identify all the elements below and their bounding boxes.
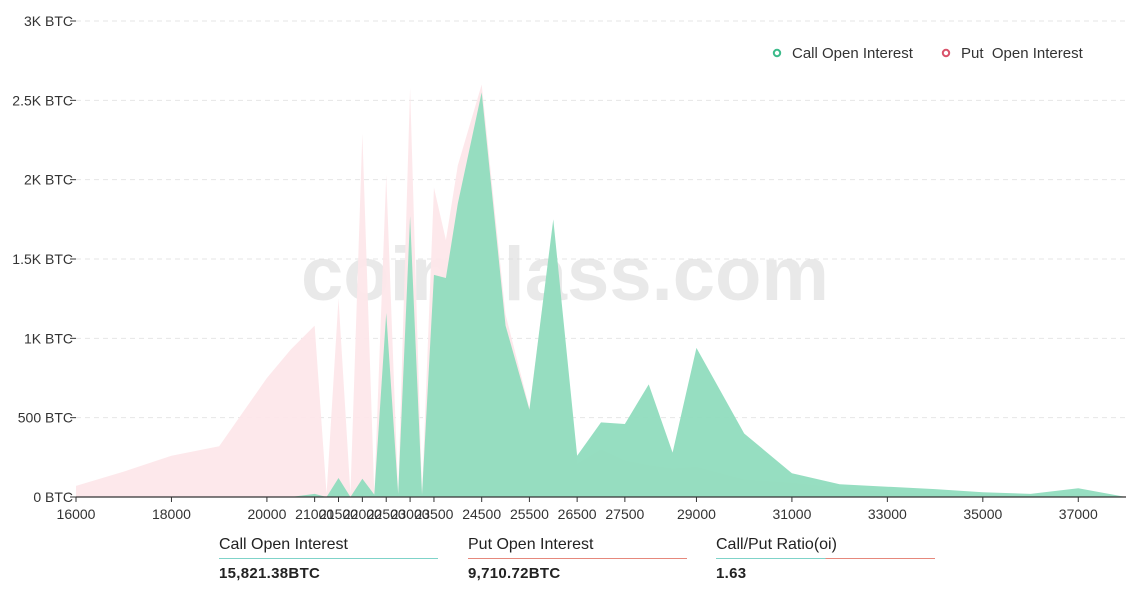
summary-ratio-value: 1.63 xyxy=(716,565,747,582)
watermark: coinglass.com xyxy=(301,232,829,317)
legend-put-dot-icon xyxy=(941,48,951,58)
x-tick-label: 29000 xyxy=(677,506,716,522)
summary-call-label: Call Open Interest xyxy=(219,536,348,553)
x-tick-label: 24500 xyxy=(462,506,501,522)
put-open-interest-area xyxy=(76,84,1126,497)
y-tick-label: 2K BTC xyxy=(24,172,73,188)
x-tick-label: 20000 xyxy=(247,506,286,522)
legend[interactable]: Call Open Interest Put Open Interest xyxy=(772,45,1084,62)
legend-put-label: Put Open Interest xyxy=(961,45,1084,62)
x-tick-label: 23500 xyxy=(414,506,453,522)
series-areas xyxy=(76,84,1126,498)
y-tick-label: 2.5K BTC xyxy=(12,92,73,108)
x-tick-label: 31000 xyxy=(772,506,811,522)
summary-put-underline xyxy=(468,558,687,559)
x-tick-label: 21500 xyxy=(319,506,358,522)
summary-put-open-interest: Put Open Interest 9,710.72BTC xyxy=(468,536,687,582)
x-tick-label: 18000 xyxy=(152,506,191,522)
x-tick-label: 21000 xyxy=(295,506,334,522)
x-axis-ticks: 16000 18000 20000 2100021500220002250023000… xyxy=(57,497,1098,522)
legend-call-dot-icon xyxy=(772,48,782,58)
x-tick-label: 35000 xyxy=(963,506,1002,522)
summary-put-label: Put Open Interest xyxy=(468,536,594,553)
y-tick-label: 1K BTC xyxy=(24,330,73,346)
legend-call-label: Call Open Interest xyxy=(792,45,914,62)
y-tick-label: 1.5K BTC xyxy=(12,251,73,267)
summary-ratio-underline xyxy=(716,558,935,559)
summary-call-value: 15,821.38BTC xyxy=(219,565,321,582)
summary-call-put-ratio: Call/Put Ratio(oi) 1.63 xyxy=(716,536,935,582)
x-tick-label: 26500 xyxy=(558,506,597,522)
open-interest-chart: coinglass.com 0 BTC 500 BTC 1K BTC 1.5K BTC… xyxy=(12,13,1126,522)
x-tick-label: 22000 xyxy=(343,506,382,522)
legend-item-call[interactable]: Call Open Interest xyxy=(772,45,914,62)
y-tick-label: 0 BTC xyxy=(33,489,73,505)
x-tick-label: 22500 xyxy=(367,506,406,522)
y-tick-label: 3K BTC xyxy=(24,13,73,29)
summary-call-underline xyxy=(219,558,438,559)
summary-put-value: 9,710.72BTC xyxy=(468,565,561,582)
grid-lines xyxy=(76,20,1126,419)
x-tick-label: 33000 xyxy=(868,506,907,522)
x-tick-label: 27500 xyxy=(605,506,644,522)
x-tick-label: 16000 xyxy=(57,506,96,522)
y-tick-label: 500 BTC xyxy=(18,410,73,426)
x-tick-label: 37000 xyxy=(1059,506,1098,522)
x-tick-label: 23000 xyxy=(391,506,430,522)
legend-item-put[interactable]: Put Open Interest xyxy=(941,45,1084,62)
y-axis-ticks: 0 BTC 500 BTC 1K BTC 1.5K BTC 2K BTC 2.5K BTC… xyxy=(12,13,76,505)
x-tick-label: 25500 xyxy=(510,506,549,522)
summary-ratio-label: Call/Put Ratio(oi) xyxy=(716,536,837,553)
summary-call-open-interest: Call Open Interest 15,821.38BTC xyxy=(219,536,438,582)
